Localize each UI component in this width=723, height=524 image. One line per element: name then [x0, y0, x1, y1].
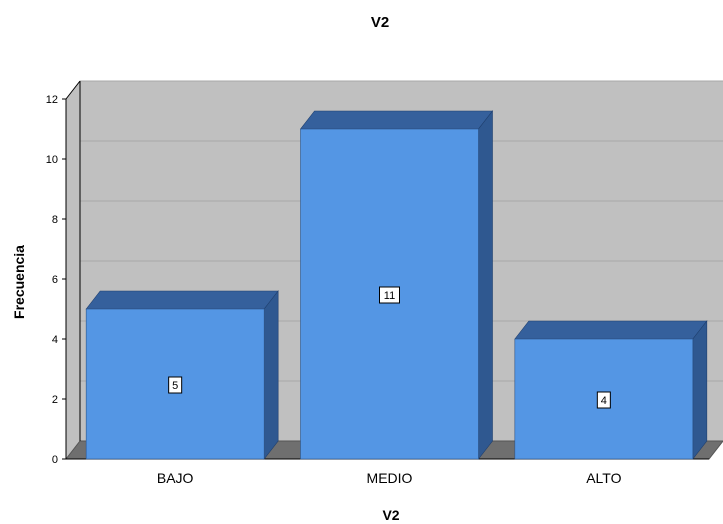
data-label-text: 11 [384, 290, 395, 302]
y-tick-label: 4 [52, 334, 58, 346]
y-axis-title: Frecuencia [11, 245, 27, 319]
category-label: BAJO [157, 470, 194, 486]
bar-top [299, 110, 494, 130]
data-labels: 5 11 4 [168, 286, 611, 409]
y-tick-label: 2 [52, 394, 58, 406]
category-label: ALTO [586, 470, 621, 486]
data-label-text: 4 [601, 395, 607, 407]
y-tick-label: 12 [46, 94, 58, 106]
data-label-box [379, 286, 400, 304]
bar [85, 290, 279, 460]
data-label-box [596, 391, 611, 409]
data-label-box [168, 376, 183, 394]
bar-side [263, 290, 279, 460]
bar [299, 110, 494, 460]
category-labels: BAJO MEDIO ALTO [157, 470, 622, 486]
chart-title: V2 [371, 14, 389, 31]
y-tick-labels: 0 2 4 6 8 10 12 [46, 94, 66, 466]
data-label: 5 [168, 376, 183, 394]
data-label-text: 5 [172, 380, 178, 392]
y-tick-label: 10 [46, 154, 58, 166]
x-axis-title: V2 [382, 507, 399, 523]
bar [514, 320, 708, 460]
data-label: 4 [596, 391, 611, 409]
data-label: 11 [379, 286, 400, 304]
bar-top [514, 320, 708, 340]
bar-top [85, 290, 279, 310]
y-tick-label: 8 [52, 214, 58, 226]
y-axis-top-edge [65, 80, 81, 100]
category-label: MEDIO [367, 470, 413, 486]
y-tick-label: 6 [52, 274, 58, 286]
bar-side [692, 320, 708, 460]
y-tick-label: 0 [52, 454, 58, 466]
bar-side [478, 110, 493, 460]
